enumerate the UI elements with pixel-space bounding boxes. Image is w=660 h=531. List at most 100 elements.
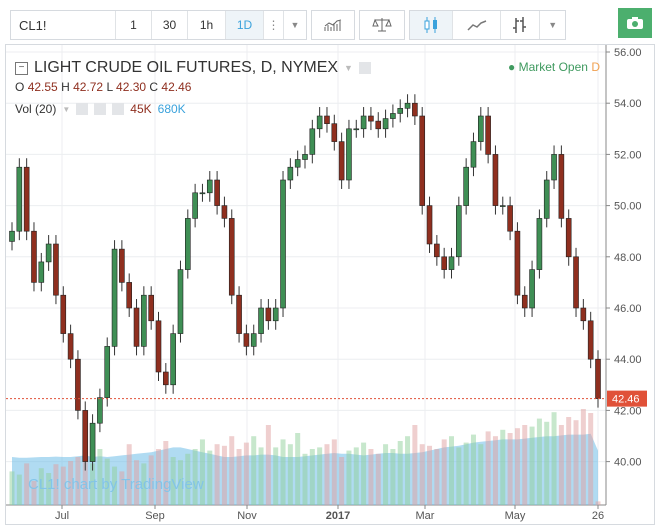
volume-bar xyxy=(463,442,469,505)
status-dot-icon: ● xyxy=(508,60,516,74)
interval-1d[interactable]: 1D xyxy=(226,11,264,39)
chevron-down-icon[interactable]: ▼ xyxy=(62,104,71,114)
volume-bar xyxy=(229,436,235,505)
compare-icon[interactable] xyxy=(360,11,404,39)
volume-bar xyxy=(82,453,88,505)
candle-body xyxy=(280,179,286,309)
open-value: 42.55 xyxy=(27,80,58,94)
candle-body xyxy=(536,218,543,270)
close-icon[interactable] xyxy=(112,103,125,115)
volume-bar xyxy=(346,450,352,505)
volume-bar xyxy=(595,501,601,505)
volume-bar xyxy=(60,466,66,505)
collapse-icon[interactable]: − xyxy=(15,61,28,75)
candle-body xyxy=(565,218,572,258)
camera-icon[interactable] xyxy=(618,8,652,38)
volume-bar xyxy=(449,436,454,505)
candle-body xyxy=(250,333,257,347)
volume-bar xyxy=(280,439,286,505)
volume-bar xyxy=(544,421,550,505)
volume-bar xyxy=(112,466,118,505)
chevron-down-icon[interactable]: ▼ xyxy=(548,20,558,30)
candle-body xyxy=(397,108,404,114)
volume-bar xyxy=(309,449,315,505)
candle-body xyxy=(595,358,601,399)
symbol-input[interactable]: CL1! xyxy=(11,11,116,39)
high-label: H xyxy=(61,80,70,94)
more-icon[interactable]: ⋮ xyxy=(264,11,284,39)
candle-body xyxy=(75,358,81,411)
visibility-icon[interactable] xyxy=(76,103,89,115)
volume-bar xyxy=(97,449,103,505)
interval-1h[interactable]: 1h xyxy=(188,11,226,39)
volume-bar xyxy=(287,444,293,505)
candle-body xyxy=(346,128,352,181)
volume-bar xyxy=(119,471,125,505)
candle-body xyxy=(353,128,360,131)
market-status-text: Market Open xyxy=(518,60,588,74)
interval-1[interactable]: 1 xyxy=(116,11,152,39)
candle-body xyxy=(294,159,301,168)
settings-icon[interactable] xyxy=(358,62,371,74)
volume-bar xyxy=(38,468,44,505)
last-price-tag xyxy=(607,390,647,407)
interval-30[interactable]: 30 xyxy=(152,11,188,39)
volume-bar xyxy=(273,447,279,505)
candle-body xyxy=(441,256,447,270)
candle-body xyxy=(163,371,169,386)
settings-icon[interactable] xyxy=(94,103,107,115)
volume-bar xyxy=(265,425,271,505)
volume-bar xyxy=(368,449,374,505)
volume-bar xyxy=(295,433,301,505)
x-tick-label: May xyxy=(505,510,526,522)
chart-pane[interactable] xyxy=(5,44,655,525)
chevron-down-icon[interactable]: ▼ xyxy=(344,63,353,73)
candle-body xyxy=(192,192,198,219)
volume-bar xyxy=(405,436,411,505)
volume-bar xyxy=(361,442,367,505)
indicators-group xyxy=(311,10,355,40)
volume-bar xyxy=(177,460,183,505)
candle-body xyxy=(126,282,132,309)
candle-body xyxy=(499,205,506,207)
volume-bar xyxy=(419,444,425,505)
candle-body xyxy=(141,294,147,347)
volume-bar xyxy=(9,471,15,505)
volume-bar xyxy=(551,412,557,505)
volume-ma-value: 680K xyxy=(157,102,186,116)
volume-bar xyxy=(185,453,191,505)
compare-group xyxy=(359,10,405,40)
candle-body xyxy=(265,307,272,322)
volume-bar xyxy=(514,428,520,505)
volume-bar xyxy=(258,447,264,505)
candle-body xyxy=(177,269,184,334)
low-label: L xyxy=(106,80,113,94)
candle-body xyxy=(60,294,67,334)
candle-body xyxy=(82,410,89,462)
candle-body xyxy=(67,333,74,360)
x-tick-label: Mar xyxy=(416,510,435,522)
volume-bar xyxy=(383,444,389,505)
volume-bar xyxy=(170,457,176,505)
chevron-down-icon[interactable]: ▼ xyxy=(290,20,300,30)
indicators-icon[interactable] xyxy=(312,11,354,39)
volume-bar xyxy=(324,444,330,505)
candles-icon[interactable] xyxy=(410,11,454,39)
volume-bar xyxy=(199,439,205,505)
line-chart-icon[interactable] xyxy=(453,11,501,39)
chart-style-toolbar: ▼ xyxy=(409,10,566,40)
volume-bar xyxy=(353,447,359,505)
volume-bar xyxy=(68,461,74,505)
volume-bar xyxy=(558,425,564,505)
candle-body xyxy=(199,192,206,195)
candle-body xyxy=(448,256,455,270)
volume-bar xyxy=(75,457,81,505)
candle-body xyxy=(463,166,469,206)
chart-title: LIGHT CRUDE OIL FUTURES, D, NYMEX xyxy=(34,59,339,76)
high-value: 42.72 xyxy=(73,80,104,94)
candle-body xyxy=(573,256,579,309)
candle-body xyxy=(419,115,426,206)
candle-body xyxy=(119,248,125,283)
volume-bar xyxy=(214,444,220,505)
bars-icon[interactable] xyxy=(501,11,541,39)
